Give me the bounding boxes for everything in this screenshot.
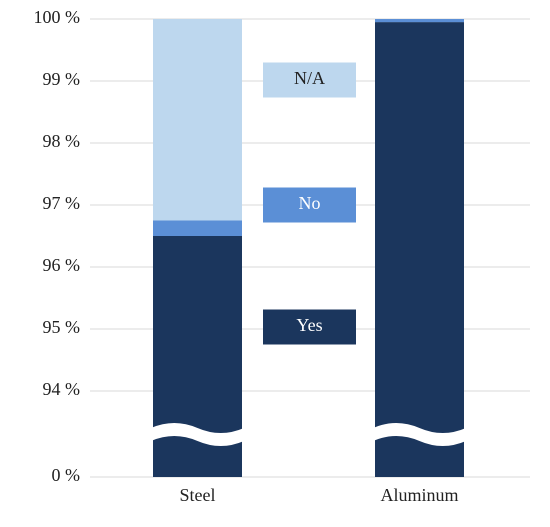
bar-segment <box>153 220 242 236</box>
y-tick-label: 98 % <box>43 131 81 151</box>
legend-label: Yes <box>296 315 322 335</box>
y-tick-label: 99 % <box>43 69 81 89</box>
bar-segment <box>375 22 464 477</box>
axis-break <box>373 423 466 446</box>
legend-swatch <box>263 187 356 223</box>
y-tick-label: 0 % <box>52 465 81 485</box>
legend-label: N/A <box>294 68 325 88</box>
y-tick-label: 96 % <box>43 255 81 275</box>
bar-segment <box>375 19 464 23</box>
axis-break <box>151 423 244 446</box>
y-tick-label: 94 % <box>43 379 81 399</box>
legend-swatch <box>263 62 356 98</box>
x-tick-label: Steel <box>180 485 216 505</box>
legend-swatch <box>263 309 356 345</box>
legend-label: No <box>299 193 321 213</box>
y-tick-label: 100 % <box>34 7 81 27</box>
x-tick-label: Aluminum <box>380 485 458 505</box>
y-tick-label: 97 % <box>43 193 81 213</box>
y-tick-label: 95 % <box>43 317 81 337</box>
bar-segment <box>153 19 242 221</box>
